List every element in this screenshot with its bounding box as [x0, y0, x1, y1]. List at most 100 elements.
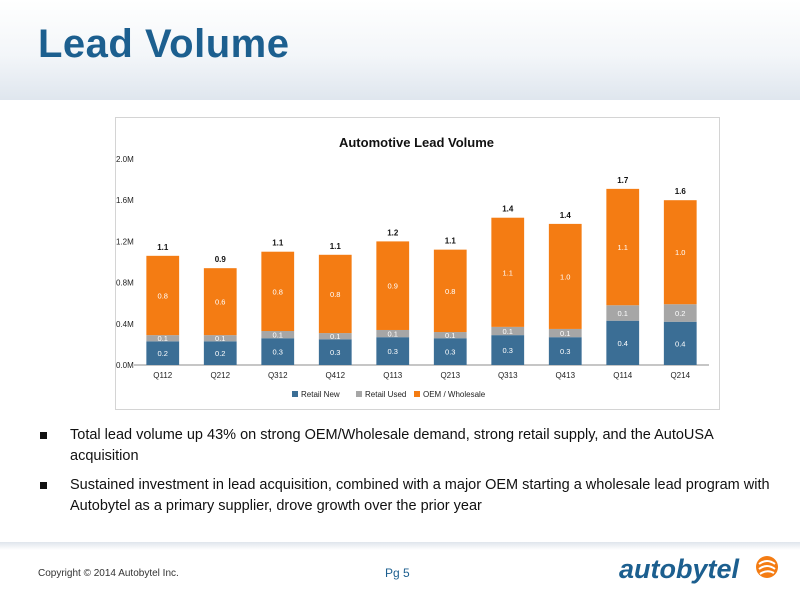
bar-segment-retail-new: [663, 321, 697, 365]
y-tick-label: 0.4M: [116, 320, 134, 329]
bar-segment-retail-used: [548, 328, 582, 338]
square-bullet-icon: [40, 432, 47, 439]
x-tick-label: Q212: [210, 371, 230, 380]
bar-segment-retail-new: [376, 337, 410, 365]
bar-value-label: 1.0: [560, 272, 570, 281]
legend-swatch: [414, 391, 420, 397]
bar-value-label: 0.2: [215, 349, 225, 358]
page-title: Lead Volume: [38, 22, 290, 66]
bar-value-label: 0.3: [330, 348, 340, 357]
square-bullet-icon: [40, 482, 47, 489]
bar-value-label: 0.6: [215, 298, 225, 307]
bar-total-label: 0.9: [215, 255, 227, 264]
bar-segment-retail-new: [606, 320, 640, 365]
bar-value-label: 1.0: [675, 248, 685, 257]
bar-value-label: 0.3: [388, 347, 398, 356]
bar-value-label: 0.1: [215, 334, 225, 343]
bar-segment-retail-used: [433, 332, 467, 339]
bar-value-label: 1.1: [503, 268, 513, 277]
x-tick-label: Q112: [153, 371, 173, 380]
copyright-text: Copyright © 2014 Autobytel Inc.: [38, 568, 179, 579]
bar-total-label: 1.2: [387, 228, 399, 237]
y-tick-label: 1.2M: [116, 237, 134, 246]
x-tick-label: Q214: [670, 371, 690, 380]
header-band: [0, 0, 800, 100]
chart-frame: Automotive Lead Volume 0.0M 0.4M 0.8M 1.2M 1.…: [115, 117, 720, 410]
bar-value-label: 1.1: [618, 243, 628, 252]
bar-value-label: 0.4: [618, 339, 628, 348]
bar-segment-oem-wholesale: [606, 188, 640, 306]
x-tick-label: Q413: [555, 371, 575, 380]
legend-swatch: [356, 391, 362, 397]
bar-value-label: 0.1: [273, 331, 283, 340]
bar-segment-retail-used: [606, 305, 640, 321]
bar-segment-retail-new: [318, 339, 352, 365]
bar-segment-retail-used: [663, 304, 697, 322]
bullet-item: Total lead volume up 43% on strong OEM/W…: [40, 425, 780, 467]
bar-value-label: 0.8: [330, 290, 340, 299]
logo-swirl-icon: [756, 556, 778, 578]
bar-segment-retail-used: [318, 333, 352, 340]
bar-value-label: 0.1: [330, 332, 340, 341]
bullet-list: Total lead volume up 43% on strong OEM/W…: [40, 425, 780, 525]
bullet-text: Sustained investment in lead acquisition…: [70, 477, 770, 514]
bar-segment-oem-wholesale: [433, 249, 467, 333]
bar-total-label: 1.1: [330, 242, 342, 251]
x-tick-label: Q312: [268, 371, 288, 380]
bar-value-label: 0.8: [273, 287, 283, 296]
bar-value-label: 0.3: [560, 347, 570, 356]
bar-segment-retail-new: [548, 337, 582, 365]
bar-value-label: 0.1: [445, 331, 455, 340]
bar-value-label: 0.1: [503, 327, 513, 336]
footer-divider: [0, 542, 800, 550]
bar-segment-retail-used: [376, 329, 410, 338]
bar-total-label: 1.6: [675, 187, 687, 196]
bar-segment-retail-used: [146, 335, 180, 342]
x-tick-label: Q213: [440, 371, 460, 380]
bar-value-label: 0.3: [445, 348, 455, 357]
x-tick-label: Q412: [325, 371, 345, 380]
y-tick-label: 2.0M: [116, 155, 134, 164]
bar-segment-retail-new: [146, 341, 180, 365]
page-number: Pg 5: [385, 566, 410, 580]
bar-value-label: 0.1: [388, 330, 398, 339]
y-tick-label: 0.8M: [116, 279, 134, 288]
bar-segment-retail-new: [433, 338, 467, 365]
legend-label: Retail New: [301, 390, 340, 399]
bar-segment-oem-wholesale: [491, 217, 525, 327]
bar-segment-retail-used: [261, 331, 295, 339]
bar-total-label: 1.4: [560, 211, 572, 220]
bar-total-label: 1.1: [157, 243, 169, 252]
x-tick-label: Q113: [383, 371, 403, 380]
bar-total-label: 1.1: [272, 239, 284, 248]
lead-volume-chart: Automotive Lead Volume 0.0M 0.4M 0.8M 1.2M 1.…: [116, 135, 709, 399]
bullet-item: Sustained investment in lead acquisition…: [40, 475, 780, 517]
chart-title: Automotive Lead Volume: [339, 135, 494, 150]
x-tick-label: Q313: [498, 371, 518, 380]
legend-label: OEM / Wholesale: [423, 390, 486, 399]
bar-value-label: 0.1: [618, 309, 628, 318]
bar-segment-oem-wholesale: [663, 200, 697, 305]
bar-segment-oem-wholesale: [146, 255, 180, 336]
y-tick-label: 1.6M: [116, 196, 134, 205]
y-tick-label: 0.0M: [116, 361, 134, 370]
logo-wordmark: autobytel: [619, 554, 740, 584]
bar-segment-oem-wholesale: [548, 223, 582, 329]
bar-value-label: 0.3: [503, 346, 513, 355]
bar-segment-retail-new: [261, 338, 295, 365]
bar-value-label: 0.1: [158, 334, 168, 343]
bar-value-label: 0.4: [675, 339, 685, 348]
x-tick-label: Q114: [613, 371, 633, 380]
bar-value-label: 0.8: [445, 287, 455, 296]
bar-segment-retail-used: [491, 326, 525, 336]
bar-segment-retail-used: [203, 335, 237, 342]
bar-segment-oem-wholesale: [261, 251, 295, 332]
bar-value-label: 0.8: [158, 291, 168, 300]
bar-total-label: 1.4: [502, 205, 514, 214]
bar-value-label: 0.3: [273, 348, 283, 357]
bar-value-label: 0.1: [560, 329, 570, 338]
legend-label: Retail Used: [365, 390, 406, 399]
bar-segment-retail-new: [491, 335, 525, 365]
bar-segment-oem-wholesale: [376, 241, 410, 330]
legend-swatch: [292, 391, 298, 397]
